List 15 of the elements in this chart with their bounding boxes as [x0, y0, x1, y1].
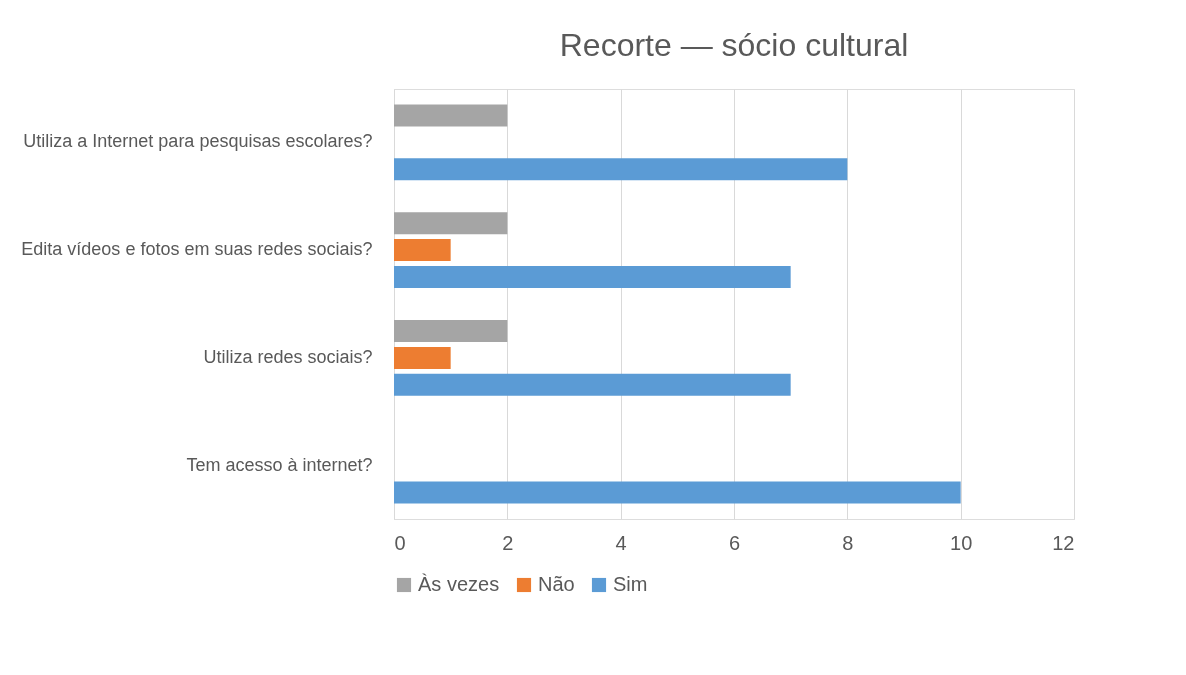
y-tick-label: Edita vídeos e fotos em suas redes sociais?	[21, 239, 373, 260]
x-tick-label: 10	[950, 531, 973, 554]
chart-title: Recorte — sócio cultural	[559, 27, 909, 63]
y-tick-label: Tem acesso à internet?	[186, 454, 373, 475]
x-tick-label: 12	[1052, 531, 1075, 554]
x-tick-label: 0	[394, 531, 406, 554]
y-tick-label: Utiliza redes sociais?	[203, 346, 373, 367]
x-tick-label: 4	[615, 531, 627, 554]
legend-label: Às vezes	[418, 573, 500, 595]
legend-label: Sim	[613, 573, 648, 595]
x-tick-label: 6	[728, 531, 741, 554]
x-tick-label: 2	[502, 531, 514, 554]
y-tick-label: Utiliza a Internet para pesquisas escolares?	[23, 131, 373, 152]
legend-label: Não	[538, 573, 575, 595]
x-tick-label: 8	[842, 531, 854, 554]
